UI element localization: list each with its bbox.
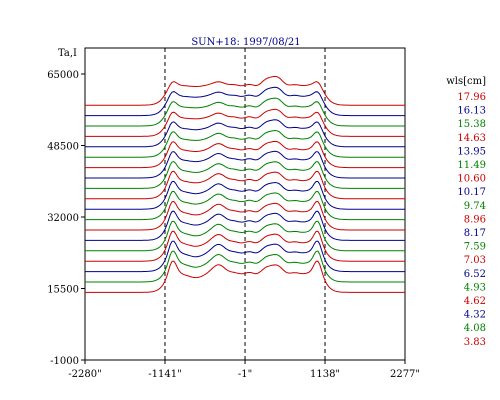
series-line (85, 86, 405, 117)
legend-entry: 9.74 (464, 201, 486, 212)
x-tick-label: -1141" (148, 369, 181, 380)
chart-title: SUN+18: 1997/08/21 (191, 37, 300, 48)
series-line (85, 75, 405, 106)
x-tick-label: 2277" (390, 369, 420, 380)
y-tick-label: -1000 (50, 356, 79, 367)
series-line (85, 230, 405, 262)
series-line (85, 119, 405, 148)
legend-entry: 8.17 (464, 228, 486, 239)
legend-entry: 11.49 (457, 160, 486, 171)
y-tick-label: 65000 (47, 70, 79, 81)
series-line (85, 108, 405, 137)
y-axis-label: Ta,I (58, 48, 77, 59)
legend-entry: 7.03 (464, 255, 486, 266)
legend-entry: 8.96 (464, 214, 486, 225)
legend-entry: 10.60 (457, 174, 486, 185)
vertical-markers (164, 48, 326, 360)
series-line (85, 220, 405, 252)
legend-entry: 14.63 (457, 133, 486, 144)
series-line (85, 180, 405, 210)
x-axis: -2280" -1141" -1" 1138" 2277" (68, 360, 420, 380)
y-tick-label: 15500 (47, 285, 79, 296)
legend-entry: 17.96 (457, 92, 486, 103)
y-tick-label: 32000 (47, 213, 79, 224)
series-line (85, 200, 405, 231)
series-lines (85, 75, 405, 293)
legend-entry: 3.83 (464, 337, 486, 348)
legend: 17.96 16.13 15.38 14.63 13.95 11.49 10.60 10.17… (457, 92, 486, 348)
x-tick-label: -1" (238, 369, 252, 380)
legend-entry: 16.13 (457, 106, 486, 117)
series-line (85, 170, 405, 200)
series-line (85, 129, 405, 158)
y-tick-label: 48500 (47, 142, 79, 153)
series-line (85, 161, 405, 189)
legend-title: wls[cm] (446, 76, 486, 87)
legend-entry: 15.38 (457, 119, 486, 130)
series-line (85, 210, 405, 241)
legend-entry: 7.59 (464, 242, 486, 253)
legend-entry: 13.95 (457, 146, 486, 157)
legend-entry: 4.62 (464, 296, 486, 307)
legend-entry: 4.93 (464, 282, 486, 293)
series-line (85, 250, 405, 283)
series-line (85, 190, 405, 221)
legend-entry: 4.32 (464, 310, 486, 321)
legend-entry: 10.17 (457, 187, 486, 198)
series-line (85, 97, 405, 127)
x-tick-label: 1138" (310, 369, 340, 380)
series-line (85, 240, 405, 273)
series-line (85, 150, 405, 179)
series-line (85, 140, 405, 169)
y-axis: 65000 48500 32000 15500 -1000 (47, 70, 85, 367)
legend-entry: 4.08 (464, 323, 486, 334)
x-tick-label: -2280" (68, 369, 101, 380)
legend-entry: 6.52 (464, 269, 486, 280)
series-line (85, 260, 405, 293)
